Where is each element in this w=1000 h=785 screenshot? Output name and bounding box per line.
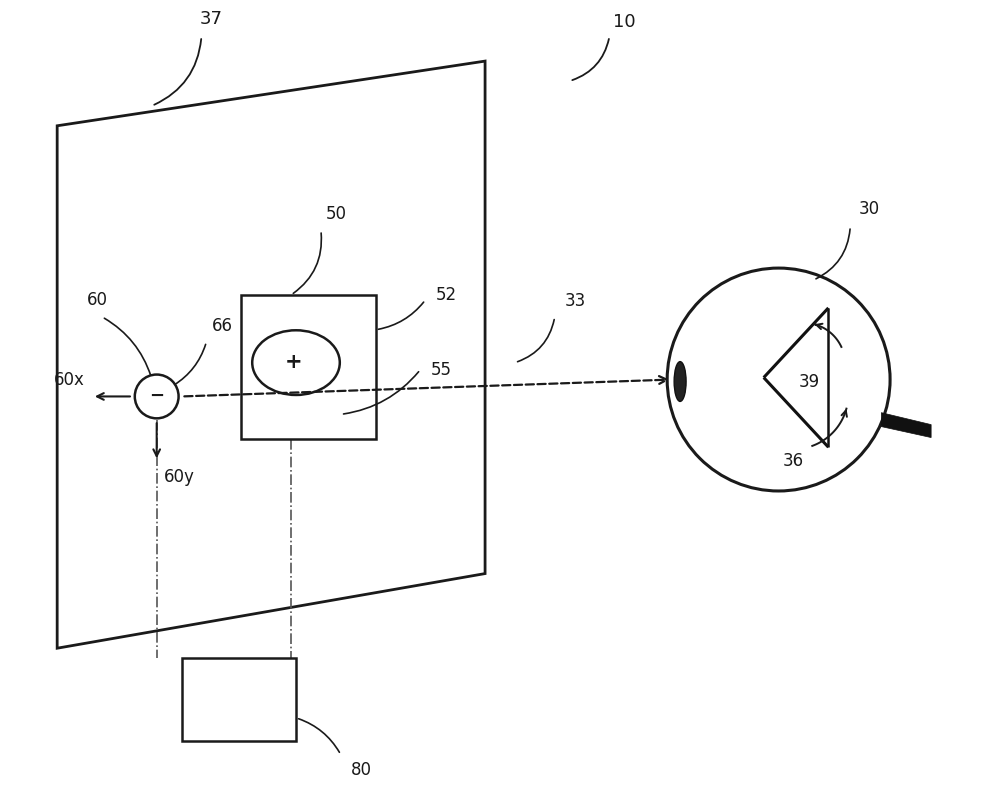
Text: 39: 39 <box>799 373 820 391</box>
Polygon shape <box>57 61 485 648</box>
Text: 60y: 60y <box>164 468 195 486</box>
Polygon shape <box>881 413 931 437</box>
Ellipse shape <box>674 362 686 401</box>
Text: 36: 36 <box>783 452 804 470</box>
Circle shape <box>667 268 890 491</box>
Text: 10: 10 <box>613 13 636 31</box>
Text: 66: 66 <box>211 317 232 334</box>
Text: 33: 33 <box>565 292 586 310</box>
Circle shape <box>135 374 179 418</box>
Text: 60x: 60x <box>54 371 85 389</box>
Text: 30: 30 <box>858 200 879 218</box>
Text: 60: 60 <box>86 291 107 309</box>
Text: 55: 55 <box>430 360 451 378</box>
Text: +: + <box>285 352 303 371</box>
Polygon shape <box>182 658 296 741</box>
Text: 37: 37 <box>200 10 223 28</box>
Polygon shape <box>241 295 376 440</box>
Text: 52: 52 <box>435 286 456 304</box>
Text: 80: 80 <box>351 761 372 779</box>
Text: −: − <box>149 386 164 404</box>
Text: 50: 50 <box>325 206 346 223</box>
